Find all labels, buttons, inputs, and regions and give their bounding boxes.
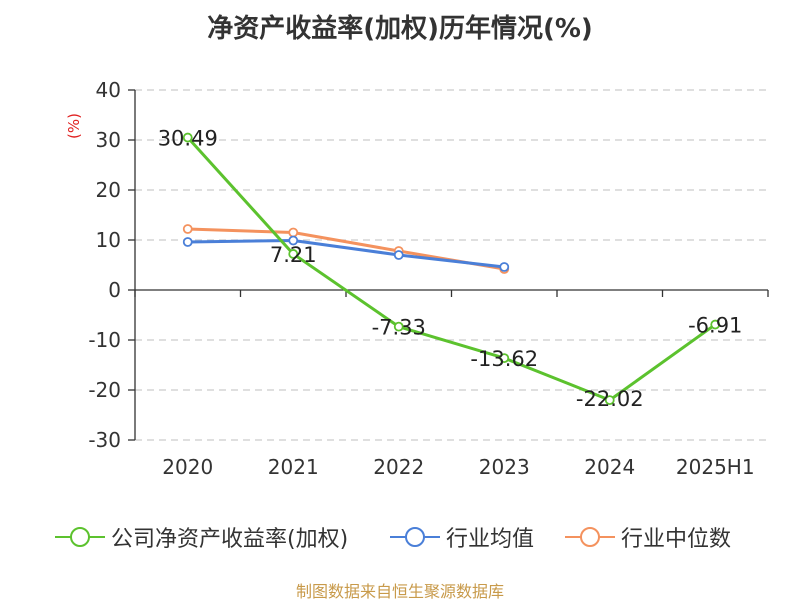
y-tick-label: 10 — [96, 228, 121, 252]
y-tick-label: 30 — [96, 128, 121, 152]
data-label: 7.21 — [270, 243, 317, 267]
data-label: -22.02 — [576, 387, 644, 411]
legend-item-industry-median[interactable]: 行业中位数 — [565, 522, 731, 552]
x-tick-label: 2023 — [479, 455, 530, 479]
source-note: 制图数据来自恒生聚源数据库 — [295, 582, 504, 601]
data-label: -6.91 — [688, 314, 742, 338]
x-tick-label: 2021 — [268, 455, 319, 479]
legend-industry-median-label: 行业中位数 — [621, 527, 732, 552]
y-tick-label: -30 — [88, 428, 121, 452]
y-tick-label: 20 — [96, 178, 121, 202]
x-tick-label: 2022 — [373, 455, 424, 479]
data-point-company — [499, 353, 510, 364]
data-point-industry-avg — [288, 235, 299, 246]
data-point-company — [393, 321, 404, 332]
data-point-company — [604, 395, 615, 406]
x-tick-label: 2024 — [584, 455, 635, 479]
data-label: 30.49 — [158, 127, 218, 151]
legend-company-label: 公司净资产收益率(加权) — [111, 527, 349, 552]
y-tick-label: 0 — [108, 278, 121, 302]
y-tick-label: 40 — [96, 78, 121, 102]
y-axis-unit-label: (%) — [65, 113, 83, 139]
legend-industry-avg-icon — [390, 527, 440, 547]
legend-item-industry-avg[interactable]: 行业均值 — [390, 522, 534, 552]
legend-company-icon — [55, 527, 105, 547]
data-point-industry-avg — [182, 237, 193, 247]
series-line-company — [186, 136, 717, 402]
legend-item-company[interactable]: 公司净资产收益率(加权) — [55, 522, 348, 552]
legend-industry-median-icon — [565, 527, 615, 547]
chart-title: 净资产收益率(加权)历年情况(%) — [207, 14, 593, 44]
data-point-industry-avg — [499, 262, 510, 272]
series-line-industry-avg — [187, 239, 505, 269]
data-point-industry-avg — [393, 250, 404, 260]
data-point-industry-median — [182, 224, 193, 234]
x-tick-label: 2025H1 — [676, 455, 755, 479]
y-tick-label: -20 — [88, 378, 121, 402]
data-point-company — [182, 132, 193, 143]
data-point-company — [288, 249, 299, 259]
data-point-company — [710, 319, 721, 330]
y-tick-label: -10 — [88, 328, 121, 352]
data-point-industry-median — [288, 227, 299, 238]
legend-industry-avg-label: 行业均值 — [446, 527, 535, 552]
data-label: -13.62 — [470, 347, 538, 371]
data-label: -7.33 — [372, 316, 426, 340]
x-tick-label: 2020 — [162, 455, 213, 479]
